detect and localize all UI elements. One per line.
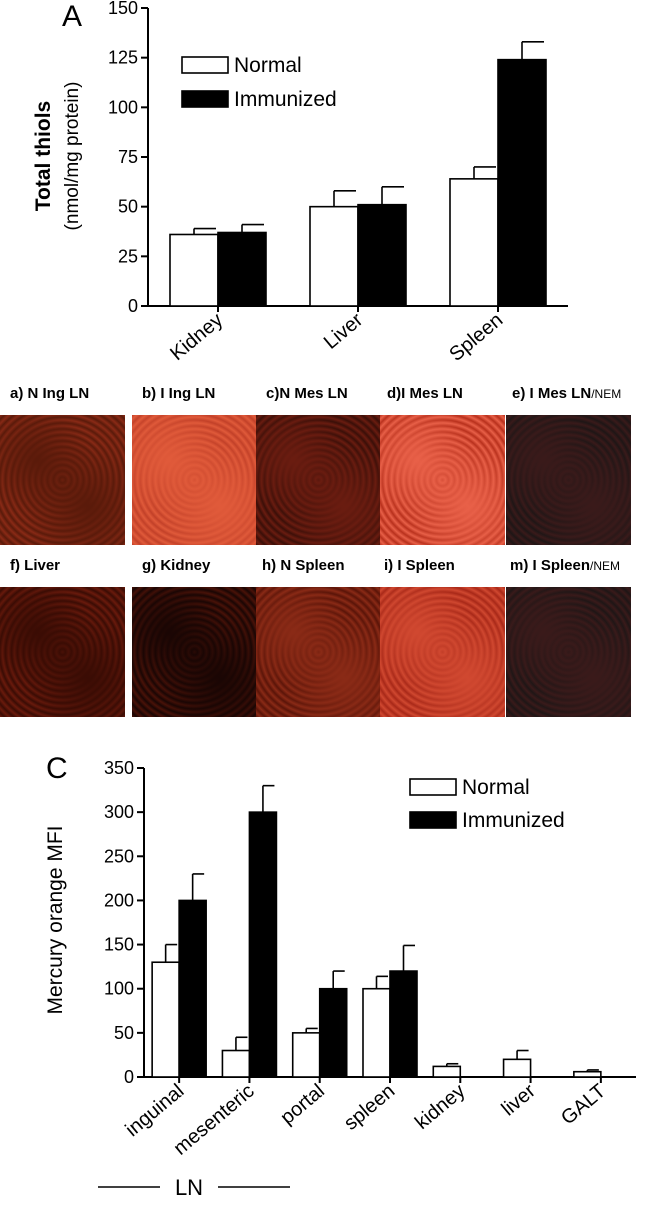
x-tick-label: kidney (411, 1080, 469, 1134)
x-tick-label: portal (276, 1080, 328, 1129)
bar-normal (221, 1049, 251, 1078)
bar-immunized (318, 987, 348, 1078)
legend-swatch-immunized (181, 90, 229, 108)
micrograph-label-text: h) N Spleen (262, 557, 345, 574)
y-tick-label: 300 (104, 802, 134, 822)
panel-label-c: C (46, 752, 68, 785)
micrograph-tile (506, 587, 631, 717)
x-tick-label: GALT (557, 1080, 610, 1129)
y-tick-label: 75 (118, 147, 138, 167)
micrograph-label: c)N Mes LN (266, 385, 348, 402)
micrograph-tile (380, 587, 505, 717)
bar-normal (432, 1065, 462, 1078)
x-tick-label: spleen (340, 1080, 399, 1135)
micrograph-label-text: g) Kidney (142, 557, 211, 574)
y-tick-label: 0 (124, 1067, 134, 1087)
micrograph-label: d)I Mes LN (387, 385, 463, 402)
legend-swatch-normal (409, 778, 457, 796)
group-label-ln: LN (175, 1175, 203, 1200)
micrograph-tile (132, 415, 257, 545)
micrograph-tile (0, 587, 125, 717)
panel-label-a: A (62, 0, 83, 33)
micrograph-label: b) I Ing LN (142, 385, 215, 402)
y-tick-label: 150 (104, 935, 134, 955)
micrograph-label: a) N Ing LN (10, 385, 89, 402)
micrograph-tile (132, 587, 257, 717)
legend-label-immunized: Immunized (234, 88, 337, 111)
y-axis-title-line2: (nmol/mg protein) (62, 82, 83, 231)
micrograph-tile (380, 415, 505, 545)
y-tick-label: 350 (104, 758, 134, 778)
bar-normal (449, 178, 499, 307)
bar-immunized (178, 899, 207, 1078)
bar-normal (291, 1032, 321, 1078)
y-tick-label: 50 (118, 197, 138, 217)
y-tick-label: 100 (108, 97, 138, 117)
micrograph-tile (0, 415, 125, 545)
y-tick-label: 0 (128, 296, 138, 316)
bar-normal (151, 961, 180, 1078)
y-tick-label: 200 (104, 890, 134, 910)
micrograph-label-text: b) I Ing LN (142, 385, 216, 402)
bar-immunized (217, 231, 267, 307)
bar-normal (362, 987, 391, 1078)
x-tick-label: liver (498, 1080, 540, 1121)
x-tick-label: inguinal (121, 1080, 188, 1141)
micrograph-label-text: f) Liver (10, 557, 61, 574)
x-tick-label: Liver (320, 309, 368, 354)
bar-normal (573, 1070, 602, 1078)
bar-immunized (357, 203, 407, 307)
y-tick-label: 125 (108, 48, 138, 68)
chart-panel-a: 0 25 50 75 100 125 150 Kidney Liver Spleen Normal I… (32, 0, 568, 366)
y-tick-label: 250 (104, 846, 134, 866)
bar-immunized (248, 811, 278, 1078)
micrograph-label: h) N Spleen (262, 557, 345, 574)
y-tick-label: 100 (104, 979, 134, 999)
y-axis-title: Mercury orange MFI (44, 825, 67, 1014)
micrograph-label-text: m) I Spleen (510, 557, 591, 574)
micrograph-label-text: a) N Ing LN (10, 385, 90, 402)
micrograph-label-text: d)I Mes LN (387, 385, 463, 402)
micrograph-label-text: c)N Mes LN (266, 385, 348, 402)
y-tick-label: 150 (108, 0, 138, 18)
micrograph-tile (506, 415, 631, 545)
x-tick-label: Kidney (166, 309, 227, 365)
micrograph-label-suffix: /NEM (591, 387, 622, 401)
y-axis-title-line1: Total thiols (32, 101, 55, 211)
y-tick-label: 50 (114, 1023, 134, 1043)
legend-label-normal: Normal (234, 54, 302, 77)
bar-immunized (389, 970, 418, 1078)
micrograph-label: e) I Mes LN/NEM (512, 385, 621, 402)
legend-label-normal: Normal (462, 776, 530, 799)
micrograph-label-text: i) I Spleen (384, 557, 455, 574)
micrograph-label: g) Kidney (142, 557, 210, 574)
legend-swatch-immunized (409, 811, 457, 829)
micrograph-label: m) I Spleen/NEM (510, 557, 620, 574)
micrograph-panel-b: a) N Ing LN b) I Ing LN c)N Mes LN d)I Mes … (0, 385, 660, 730)
micrograph-label: i) I Spleen (384, 557, 455, 574)
micrograph-label: f) Liver (10, 557, 60, 574)
micrograph-label-suffix: /NEM (590, 559, 621, 573)
legend-swatch-normal (181, 56, 229, 74)
x-tick-label: Spleen (445, 309, 507, 366)
bar-immunized (497, 58, 547, 307)
micrograph-label-text: e) I Mes LN (512, 385, 592, 402)
micrograph-tile (256, 415, 381, 545)
micrograph-tile (256, 587, 381, 717)
bar-normal (169, 233, 219, 307)
bar-normal (309, 205, 359, 307)
y-tick-label: 25 (118, 246, 138, 266)
bar-normal (502, 1058, 532, 1078)
legend-label-immunized: Immunized (462, 809, 565, 832)
